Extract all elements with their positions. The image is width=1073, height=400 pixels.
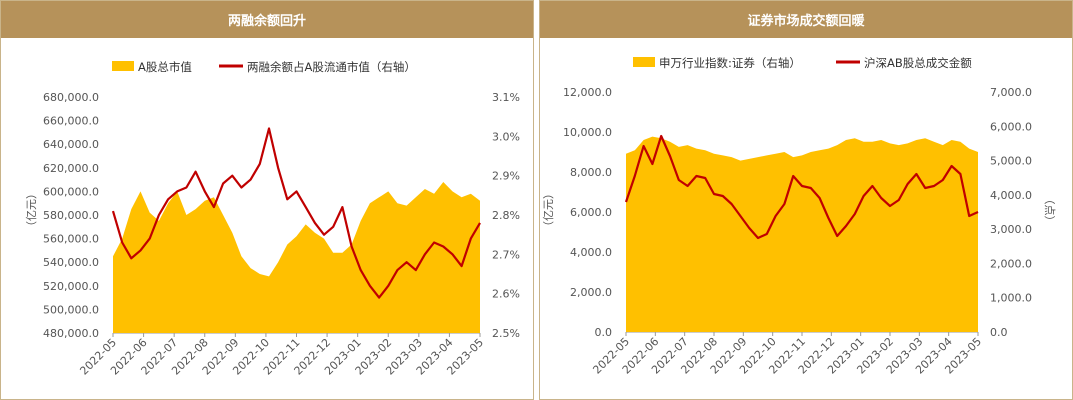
y2-tick-label: 7,000.0 — [990, 86, 1032, 99]
turnover-chart-svg: 12,000.0 10,000.0 8,000.0 6,000.0 4,000.0 2,0… — [542, 56, 1056, 377]
panel-title: 证券市场成交额回暖 — [540, 1, 1072, 38]
line-series-turnover — [624, 134, 979, 240]
y2-axis-label: （点） — [1043, 194, 1056, 227]
y2-tick-label: 2.8% — [492, 209, 520, 222]
y2-tick-label: 0.0 — [990, 326, 1008, 339]
y-tick-label: 10,000.0 — [563, 126, 612, 139]
chart-panel-turnover: 证券市场成交额回暖 12,000.0 10,000.0 8,000.0 6,000.0… — [539, 0, 1073, 400]
y-tick-label: 680,000.0 — [43, 91, 99, 104]
y2-tick-label: 2.7% — [492, 248, 520, 261]
y-axis-label: （亿元） — [25, 188, 38, 232]
line-series-margin-ratio — [111, 127, 481, 299]
y-tick-label: 2,000.0 — [570, 286, 612, 299]
y2-tick-label: 5,000.0 — [990, 155, 1032, 168]
y-tick-label: 480,000.0 — [43, 327, 99, 340]
y-tick-label: 0.0 — [595, 326, 613, 339]
legend-label-area: 申万行业指数:证券（右轴） — [659, 56, 801, 70]
y-tick-label: 8,000.0 — [570, 166, 612, 179]
legend-label-area: A股总市值 — [138, 60, 192, 74]
area-series-a-share-market-cap — [113, 182, 480, 333]
y-tick-label: 560,000.0 — [43, 233, 99, 246]
y2-tick-label: 1,000.0 — [990, 292, 1032, 305]
y-tick-label: 620,000.0 — [43, 162, 99, 175]
y-tick-label: 520,000.0 — [43, 280, 99, 293]
chart-panel-margin: 两融余额回升 680,000.0 660,000.0 640,000.0 620,00… — [0, 0, 534, 400]
area-series-securities-index — [626, 136, 978, 332]
legend-label-line: 沪深AB股总成交金额 — [864, 56, 972, 70]
y-tick-label: 580,000.0 — [43, 209, 99, 222]
y2-tick-label: 2.6% — [492, 288, 520, 301]
y-tick-label: 640,000.0 — [43, 138, 99, 151]
y-tick-label: 600,000.0 — [43, 185, 99, 198]
legend-swatch-area — [633, 57, 655, 67]
y2-tick-label: 2.5% — [492, 327, 520, 340]
y-tick-label: 500,000.0 — [43, 303, 99, 316]
y2-tick-label: 2.9% — [492, 170, 520, 183]
y-axis-label: （亿元） — [542, 188, 555, 232]
legend-swatch-area — [112, 61, 134, 71]
y-tick-label: 660,000.0 — [43, 115, 99, 128]
y-tick-label: 6,000.0 — [570, 206, 612, 219]
y2-tick-label: 3.0% — [492, 130, 520, 143]
y2-tick-label: 3.1% — [492, 91, 520, 104]
y2-tick-label: 4,000.0 — [990, 189, 1032, 202]
y-tick-label: 12,000.0 — [563, 86, 612, 99]
y-tick-label: 4,000.0 — [570, 246, 612, 259]
y2-tick-label: 3,000.0 — [990, 223, 1032, 236]
panel-title: 两融余额回升 — [1, 1, 533, 38]
y2-tick-label: 6,000.0 — [990, 120, 1032, 133]
legend-label-line: 两融余额占A股流通市值（右轴） — [247, 60, 416, 74]
y2-tick-label: 2,000.0 — [990, 257, 1032, 270]
y-tick-label: 540,000.0 — [43, 256, 99, 269]
margin-chart-svg: 680,000.0 660,000.0 640,000.0 620,000.0 600,… — [25, 60, 520, 378]
